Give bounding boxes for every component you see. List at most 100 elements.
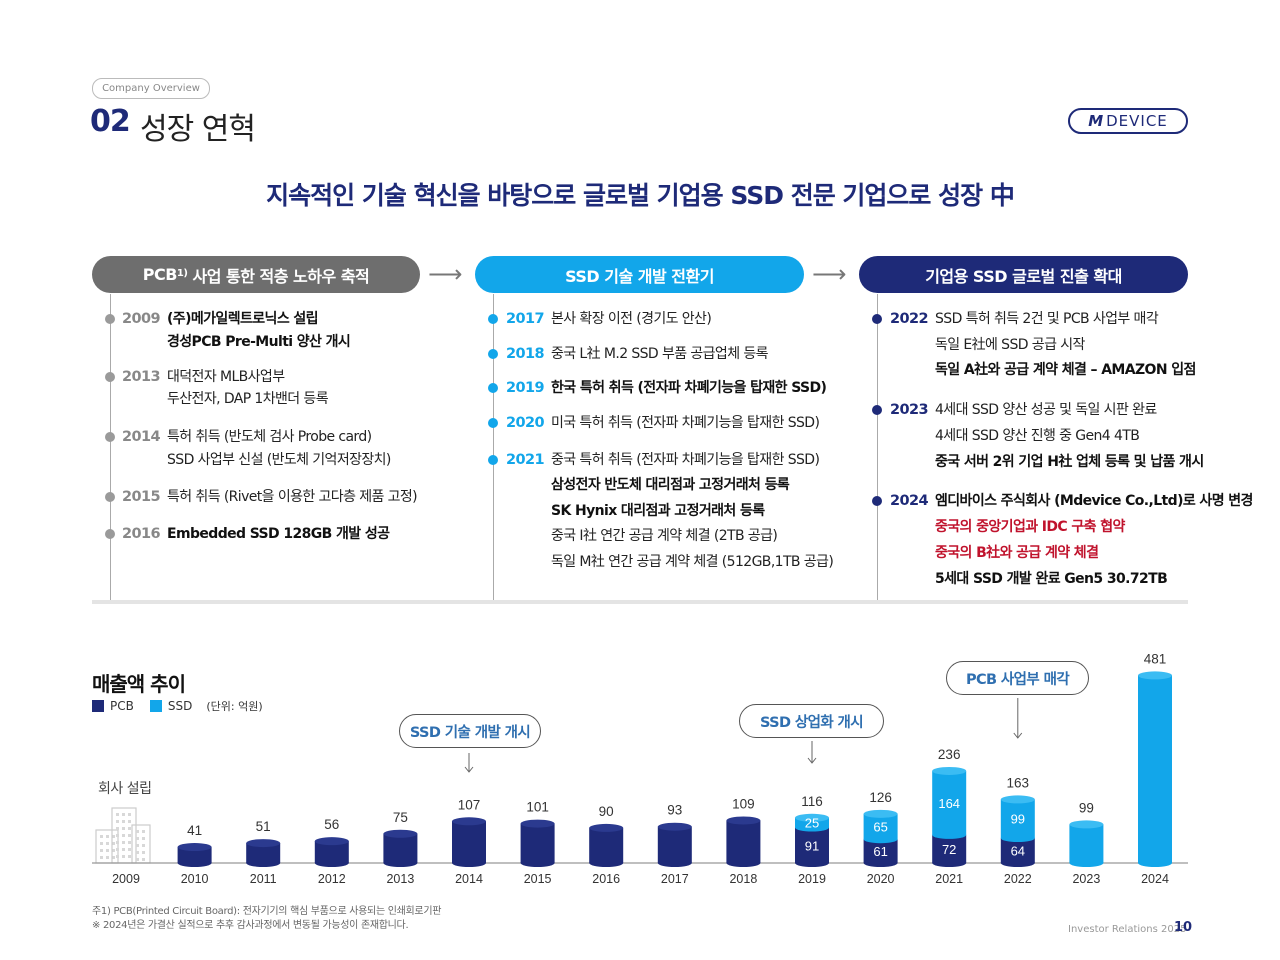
timeline-dot — [872, 496, 882, 506]
section-divider — [92, 600, 1188, 604]
chart-legend: PCB SSD (단위: 억원) — [92, 698, 263, 714]
bar-ssd — [1069, 824, 1104, 863]
building-window — [116, 834, 119, 837]
data-label-ssd: 65 — [873, 820, 887, 835]
x-tick-label: 2016 — [592, 872, 620, 886]
building-window — [136, 837, 139, 840]
timeline-year: 2019 — [506, 380, 545, 396]
timeline-dot — [872, 314, 882, 324]
data-label-total: 481 — [1144, 651, 1167, 666]
x-tick-label: 2022 — [1004, 872, 1032, 886]
timeline-year: 2023 — [890, 402, 929, 418]
data-label-total: 56 — [324, 817, 339, 832]
timeline-event: 본사 확장 이전 (경기도 안산) — [551, 311, 712, 327]
phase-global: 기업용 SSD 글로벌 진출 확대 — [859, 256, 1188, 293]
timeline-event: 중국 서버 2위 기업 H社 업체 등록 및 납품 개시 — [935, 454, 1204, 470]
bar-pcb-base — [932, 859, 967, 867]
bar-ssd — [795, 817, 829, 828]
bar-ssd-top — [863, 809, 898, 818]
building-window — [136, 851, 139, 854]
timeline-event: 두산전자, DAP 1차밴더 등록 — [167, 391, 329, 407]
bar-pcb — [657, 826, 692, 863]
x-tick-label: 2020 — [867, 872, 895, 886]
phase-ssd-dev: SSD 기술 개발 전환기 — [475, 256, 804, 293]
building-window — [100, 856, 103, 859]
bar-ssd-top — [1138, 671, 1172, 680]
callout-pcb-sale: PCB 사업부 매각 — [946, 661, 1089, 695]
callout-arrow-head — [807, 757, 817, 764]
building-icon — [131, 824, 151, 864]
timeline-year: 2021 — [506, 452, 545, 468]
bar-pcb — [383, 833, 418, 863]
footer-ir-label: Investor Relations 2025 — [1068, 924, 1187, 935]
chart-layer: 2009 2010 41 2011 51 2012 56 2013 75 2014 107 2015 1… — [92, 651, 1188, 886]
building-window — [112, 842, 115, 845]
timeline-dot — [488, 418, 498, 428]
timeline-event: 특허 취득 (반도체 검사 Probe card) — [167, 429, 372, 445]
section-number: 02 — [90, 104, 131, 139]
bar-pcb-base — [520, 859, 555, 867]
timeline-dot — [488, 455, 498, 465]
bar-pcb-base — [314, 859, 349, 867]
building-window — [116, 855, 119, 858]
timeline-event: 5세대 SSD 개발 완료 Gen5 30.72TB — [935, 571, 1168, 587]
chart-title: 매출액 추이 — [92, 672, 186, 696]
bar-pcb — [1000, 838, 1035, 863]
building-window — [112, 835, 115, 838]
timeline-year: 2024 — [890, 493, 929, 509]
timeline-event: 중국의 B社와 공급 계약 체결 — [935, 545, 1099, 561]
timeline-line — [877, 294, 878, 600]
bar-pcb-base — [795, 859, 829, 867]
data-label-pcb: 91 — [805, 838, 819, 853]
building-window — [136, 830, 139, 833]
data-label-total: 126 — [869, 790, 892, 805]
building-window — [128, 813, 131, 816]
bar-pcb — [589, 827, 624, 863]
building-window — [122, 827, 125, 830]
bar-pcb-top — [726, 816, 761, 825]
timeline-dot — [105, 529, 115, 539]
bar-pcb-top — [520, 819, 555, 828]
data-label-pcb: 61 — [873, 844, 887, 859]
company-founded-label: 회사 설립 — [98, 781, 152, 797]
legend-swatch-ssd — [149, 700, 162, 712]
bar-pcb-top — [177, 843, 212, 852]
arrow-right-icon: ⟶ — [428, 260, 463, 288]
timeline-event: 엠디바이스 주식회사 (Mdevice Co.,Ltd)로 사명 변경 — [935, 493, 1253, 509]
timeline-dot — [105, 372, 115, 382]
bar-pcb — [520, 823, 555, 863]
building-window — [122, 820, 125, 823]
data-label-total: 116 — [801, 794, 823, 809]
building-window — [128, 827, 131, 830]
building-window — [128, 834, 131, 837]
building-window — [136, 844, 139, 847]
timeline-year: 2018 — [506, 346, 545, 362]
timeline-event: 한국 특허 취득 (전자파 차폐기능을 탑재한 SSD) — [551, 380, 827, 396]
legend-label-ssd: SSD — [167, 699, 193, 713]
data-label-total: 90 — [599, 804, 614, 819]
bar-pcb-base — [452, 859, 486, 867]
x-tick-label: 2015 — [524, 872, 552, 886]
bar-ssd — [1138, 675, 1172, 863]
timeline-line — [493, 294, 494, 600]
arrow-right-icon: ⟶ — [812, 260, 847, 288]
timeline-event: 미국 특허 취득 (전자파 차폐기능을 탑재한 SSD) — [551, 415, 820, 431]
building-window — [142, 830, 145, 833]
bar-pcb-top — [657, 822, 692, 831]
bar-pcb — [452, 821, 486, 863]
x-tick-label: 2014 — [455, 872, 483, 886]
bar-pcb-base — [383, 859, 418, 867]
timeline-year: 2015 — [122, 489, 161, 505]
building-window — [112, 849, 115, 852]
bar-ssd-top — [795, 813, 829, 822]
data-label-total: 93 — [667, 803, 682, 818]
logo-mark: M — [1088, 112, 1105, 130]
timeline-year: 2022 — [890, 311, 929, 327]
bar-pcb-top — [452, 817, 486, 826]
timeline-dot — [105, 492, 115, 502]
logo-text: DEVICE — [1106, 112, 1168, 130]
timeline-year: 2014 — [122, 429, 161, 445]
x-tick-label: 2018 — [729, 872, 757, 886]
data-label-total: 99 — [1079, 800, 1094, 815]
building-window — [116, 841, 119, 844]
